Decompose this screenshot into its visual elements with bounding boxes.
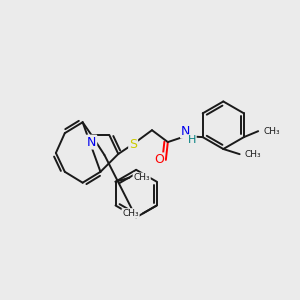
Text: S: S: [129, 138, 137, 151]
Text: CH₃: CH₃: [122, 209, 139, 218]
Text: O: O: [154, 153, 164, 167]
Text: N: N: [87, 136, 96, 148]
Text: CH₃: CH₃: [244, 150, 261, 159]
Text: H: H: [188, 135, 196, 145]
Text: N: N: [181, 125, 190, 138]
Text: CH₃: CH₃: [134, 173, 150, 182]
Text: CH₃: CH₃: [263, 127, 280, 136]
